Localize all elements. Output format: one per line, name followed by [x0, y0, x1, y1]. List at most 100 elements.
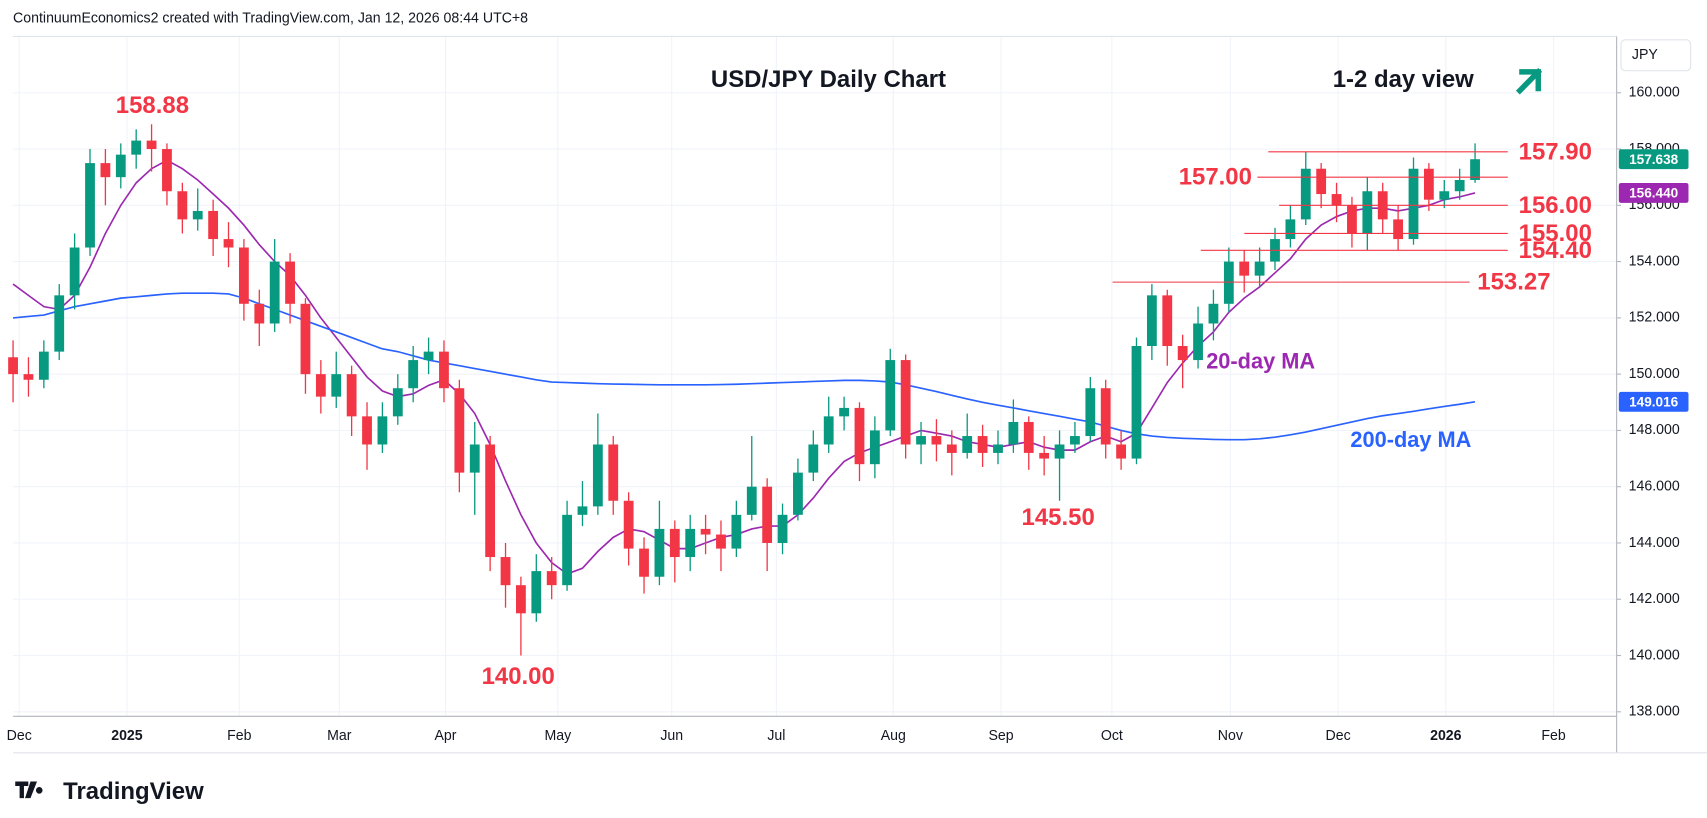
swing-label: 140.00 — [482, 663, 555, 690]
candle-body — [1454, 179, 1465, 192]
x-tick-label: Oct — [1101, 728, 1123, 744]
currency: JPY — [1632, 47, 1658, 63]
candle-body — [346, 374, 357, 417]
candle-body — [946, 444, 957, 453]
candle-body — [1300, 168, 1311, 220]
candle-body — [962, 436, 973, 453]
y-tick-label: 144.000 — [1629, 535, 1680, 551]
candle-body — [100, 163, 111, 178]
candle-body — [500, 557, 511, 586]
price-badge — [1618, 149, 1689, 170]
price-badge — [1618, 182, 1689, 203]
x-tick-label: Feb — [1541, 728, 1565, 744]
candle-body — [408, 360, 419, 389]
candle-body — [392, 388, 403, 417]
candle-body — [362, 416, 372, 445]
level-label: 156.00 — [1519, 192, 1592, 219]
candle-body — [1423, 168, 1434, 200]
level-label: 157.00 — [1179, 164, 1252, 191]
candle-body — [469, 444, 480, 473]
candle-body — [162, 149, 172, 192]
y-tick-label: 138.000 — [1629, 704, 1680, 720]
candle-body — [1331, 194, 1342, 206]
candle-body — [562, 514, 572, 586]
candle-body — [1085, 388, 1096, 437]
price-badge-label: 157.638 — [1629, 152, 1679, 167]
x-tick-label: Nov — [1218, 728, 1244, 744]
candle-body — [700, 528, 711, 535]
candle-body — [608, 444, 619, 501]
candle-body — [993, 444, 1003, 453]
candle-body — [331, 374, 342, 397]
candle-body — [8, 357, 18, 375]
candle-body — [377, 416, 388, 445]
price-badge — [1618, 391, 1689, 412]
logo: TradingView — [15, 778, 204, 805]
candle-body — [269, 261, 280, 324]
candle-body — [1193, 323, 1203, 361]
chart-subtitle: 1-2 day view — [1333, 66, 1474, 93]
candle-body — [762, 486, 773, 543]
candle-body — [454, 388, 465, 473]
candle-body — [1008, 421, 1019, 445]
candle-body — [1239, 261, 1250, 276]
x-tick-label: Jun — [660, 728, 683, 744]
currency-box — [1620, 39, 1692, 72]
x-tick-label: Aug — [881, 728, 906, 744]
candle-body — [777, 514, 788, 543]
candle-body — [192, 210, 203, 220]
candle-body — [1054, 444, 1065, 459]
candle-body — [869, 430, 880, 465]
level-label: 154.40 — [1519, 237, 1592, 264]
candle-body — [885, 360, 896, 431]
x-tick-label: Jul — [767, 728, 785, 744]
candle-body — [223, 239, 234, 248]
candle-body — [516, 585, 526, 614]
candle-body — [1039, 452, 1050, 459]
x-tick-label: 2025 — [111, 728, 143, 744]
candle-body — [931, 436, 942, 445]
price-badge-label: 149.016 — [1629, 394, 1679, 409]
candle-body — [1070, 436, 1080, 445]
y-tick-label: 148.000 — [1629, 422, 1680, 438]
candle-body — [1177, 346, 1188, 361]
candle-body — [146, 140, 157, 150]
candle-body — [1408, 168, 1419, 240]
candle-body — [1347, 205, 1357, 234]
candle-body — [577, 506, 588, 515]
candle-body — [746, 486, 757, 515]
y-tick-label: 140.000 — [1629, 647, 1680, 663]
candle-body — [54, 295, 65, 352]
candle-body — [115, 154, 126, 178]
candle-body — [854, 407, 865, 465]
candle-body — [1439, 191, 1450, 200]
candle-body — [1393, 219, 1404, 240]
candle-body — [1316, 168, 1327, 195]
candle-body — [38, 351, 49, 380]
y-tick-label: 142.000 — [1629, 591, 1680, 607]
candle-body — [808, 444, 819, 473]
header: ContinuumEconomics2 created with Trading… — [13, 10, 528, 26]
candle-body — [731, 514, 742, 549]
candle-body — [300, 303, 311, 375]
x-tick-label: Dec — [1326, 728, 1351, 744]
candle-body — [1162, 295, 1173, 347]
series-label: 200-day MA — [1350, 427, 1471, 452]
series-label: 20-day MA — [1206, 348, 1315, 373]
candle-body — [23, 374, 34, 380]
x-tick-label: Mar — [327, 728, 352, 744]
candle-body — [285, 261, 295, 304]
swing-label: 158.88 — [116, 92, 189, 119]
candle-body — [1131, 346, 1142, 459]
candle-body — [654, 528, 665, 577]
grid — [13, 36, 1617, 717]
candle-body — [208, 210, 219, 240]
candle-body — [439, 351, 449, 389]
candle-body — [531, 571, 542, 614]
candle-body — [1254, 261, 1265, 276]
candle-body — [1116, 444, 1127, 459]
candle-body — [485, 444, 496, 558]
candle-body — [916, 436, 926, 445]
y-tick-label: 160.000 — [1629, 84, 1680, 100]
